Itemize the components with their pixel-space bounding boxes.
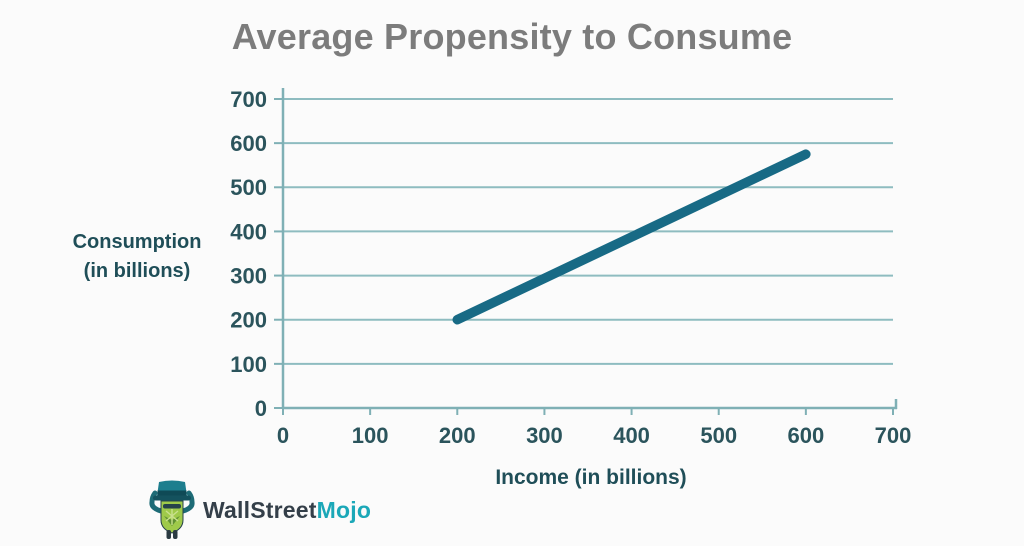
x-tick-label: 0 [277, 423, 289, 448]
x-tick-label: 500 [700, 423, 737, 448]
mascot-eyes [163, 504, 181, 509]
x-tick-label: 700 [875, 423, 912, 448]
mascot-hat-band [157, 490, 187, 496]
y-tick-label: 300 [230, 263, 267, 288]
brand-text-wallstreet: WallStreet [203, 496, 317, 523]
y-axis-title: Consumption (in billions) [52, 228, 222, 286]
wallstreetmojo-mascot-icon [149, 480, 195, 539]
consumption-line [452, 149, 811, 325]
y-tick-label: 700 [230, 87, 267, 112]
mascot-right-leg [173, 530, 178, 539]
y-tick-label: 400 [230, 219, 267, 244]
x-tick-label: 600 [787, 423, 824, 448]
wallstreetmojo-logo: WallStreetMojo [148, 480, 371, 540]
mascot-left-arm [149, 490, 164, 514]
y-tick-label: 500 [230, 175, 267, 200]
brand-text-mojo: Mojo [316, 496, 372, 523]
x-tick-label: 300 [526, 423, 563, 448]
x-axis-title: Income (in billions) [495, 466, 687, 489]
y-tick-label: 0 [255, 396, 267, 421]
y-axis-title-line1: Consumption [72, 231, 202, 253]
mascot-hat-brim [153, 495, 191, 501]
y-tick-label: 200 [230, 308, 267, 333]
wallstreetmojo-wordmark: WallStreetMojo [203, 497, 371, 524]
mascot-pattern [165, 509, 179, 525]
y-tick-label: 600 [230, 131, 267, 156]
mascot-right-arm [180, 490, 195, 514]
mascot-left-leg [166, 530, 171, 539]
y-tick-label: 100 [230, 352, 267, 377]
y-axis-title-line2: (in billions) [83, 260, 191, 282]
x-tick-label: 400 [613, 423, 650, 448]
x-tick-label: 100 [352, 423, 389, 448]
chart-title: Average Propensity to Consume [231, 16, 793, 57]
x-tick-label: 200 [439, 423, 476, 448]
